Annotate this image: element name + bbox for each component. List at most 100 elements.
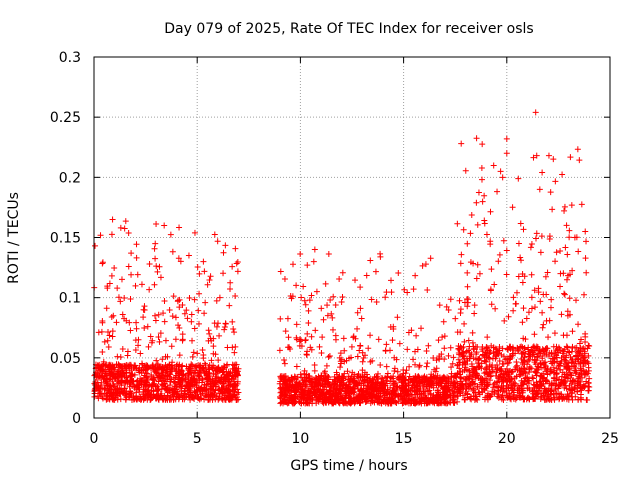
data-point — [528, 240, 535, 247]
data-point — [98, 379, 105, 386]
data-point — [583, 269, 590, 276]
data-point — [537, 298, 544, 305]
data-point — [462, 167, 469, 174]
data-point — [337, 364, 344, 371]
data-point — [547, 304, 554, 311]
data-point — [354, 353, 361, 360]
data-point — [106, 361, 113, 368]
chart-title: Day 079 of 2025, Rate Of TEC Index for r… — [164, 21, 533, 37]
data-point — [416, 362, 423, 369]
data-point — [368, 390, 375, 397]
data-point — [575, 321, 582, 328]
data-point — [309, 390, 316, 397]
data-point — [322, 398, 329, 405]
data-point — [577, 348, 584, 355]
data-point — [582, 382, 589, 389]
data-point — [288, 394, 295, 401]
data-point — [144, 374, 151, 381]
data-point — [466, 349, 473, 356]
data-point — [153, 263, 160, 270]
data-point — [230, 387, 237, 394]
data-point — [503, 271, 510, 278]
data-point — [282, 392, 289, 399]
data-point — [364, 385, 371, 392]
data-point — [99, 259, 106, 266]
data-point — [503, 385, 510, 392]
y-tick-label: 0.05 — [50, 351, 81, 367]
data-point — [405, 382, 412, 389]
data-point — [118, 276, 125, 283]
data-point — [190, 376, 197, 383]
data-point — [373, 373, 380, 380]
data-point — [152, 240, 159, 247]
data-point — [150, 388, 157, 395]
data-point — [183, 393, 190, 400]
data-point — [197, 391, 204, 398]
data-point — [196, 290, 203, 297]
data-point — [195, 307, 202, 314]
data-point — [496, 358, 503, 365]
data-point — [399, 374, 406, 381]
data-point — [479, 198, 486, 205]
data-point — [367, 257, 374, 264]
data-point — [177, 384, 184, 391]
data-point — [445, 306, 452, 313]
data-point — [518, 343, 525, 350]
data-point — [328, 310, 335, 317]
data-point — [167, 368, 174, 375]
data-point — [576, 381, 583, 388]
data-point — [388, 277, 395, 284]
data-point — [200, 366, 207, 373]
data-point — [334, 381, 341, 388]
data-point — [585, 379, 592, 386]
data-point — [434, 387, 441, 394]
data-point — [471, 310, 478, 317]
data-point — [132, 346, 139, 353]
data-point — [372, 268, 379, 275]
data-point — [355, 394, 362, 401]
data-point — [523, 380, 530, 387]
data-point — [433, 382, 440, 389]
data-point — [293, 363, 300, 370]
data-point — [183, 363, 190, 370]
data-point — [479, 141, 486, 148]
data-point — [461, 338, 468, 345]
data-point — [373, 299, 380, 306]
data-point — [298, 391, 305, 398]
data-point — [166, 396, 173, 403]
data-point — [553, 249, 560, 256]
data-point — [101, 374, 108, 381]
data-point — [494, 362, 501, 369]
data-point — [281, 360, 288, 367]
data-point — [543, 387, 550, 394]
data-point — [126, 391, 133, 398]
data-point — [229, 375, 236, 382]
data-point — [311, 383, 318, 390]
data-point — [192, 392, 199, 399]
data-point — [487, 393, 494, 400]
data-point — [493, 346, 500, 353]
data-point — [504, 360, 511, 367]
data-point — [228, 393, 235, 400]
data-point — [185, 385, 192, 392]
data-point — [425, 342, 432, 349]
data-point — [223, 374, 230, 381]
data-point — [222, 320, 229, 327]
data-point — [368, 296, 375, 303]
data-point — [424, 286, 431, 293]
data-point — [152, 363, 159, 370]
data-point — [566, 386, 573, 393]
data-point — [133, 254, 140, 261]
data-point — [332, 385, 339, 392]
data-point — [340, 399, 347, 406]
axis-ticks — [93, 56, 611, 419]
data-point — [582, 371, 589, 378]
data-point — [515, 347, 522, 354]
data-point — [144, 388, 151, 395]
data-point — [106, 376, 113, 383]
data-point — [461, 358, 468, 365]
data-point — [565, 396, 572, 403]
data-point — [539, 346, 546, 353]
data-point — [442, 395, 449, 402]
data-point — [108, 231, 115, 238]
